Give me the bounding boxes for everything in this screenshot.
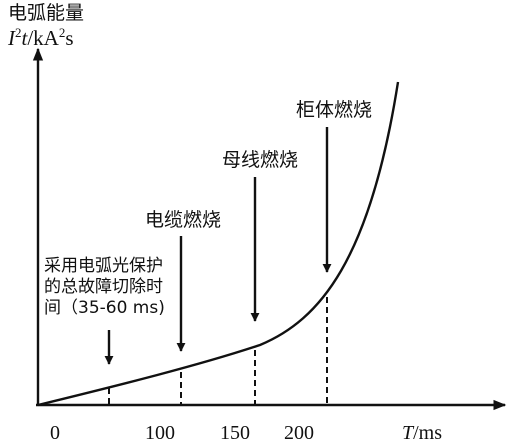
x-tick-200: 200 (284, 422, 314, 444)
label-cable-burning: 电缆燃烧 (145, 209, 222, 231)
arc-energy-curve (37, 81, 400, 407)
x-tick-0: 0 (50, 422, 60, 444)
y-unit-rest-1: /kA (27, 26, 59, 50)
y-unit-rest-2: s (65, 26, 74, 50)
x-unit-symbol: T (402, 422, 414, 444)
label-cabinet-burning: 柜体燃烧 (296, 99, 373, 121)
y-axis-unit: I2t/kA2s (8, 26, 74, 49)
y-unit-exponent-2: 2 (58, 25, 66, 40)
y-unit-symbol-i: I (8, 26, 15, 50)
x-tick-150: 150 (220, 422, 250, 444)
y-axis-title: 电弧能量 (8, 2, 85, 24)
x-unit-rest: /ms (413, 422, 443, 444)
label-busbar-burning: 母线燃烧 (222, 149, 299, 171)
y-unit-exponent: 2 (15, 25, 22, 40)
y-unit-symbol-t: t (21, 26, 28, 50)
x-axis-unit: T/ms (402, 423, 442, 443)
x-tick-100: 100 (145, 422, 175, 444)
protection-time-note: 采用电弧光保护 的总故障切除时 间（35-60 ms) (44, 256, 165, 318)
